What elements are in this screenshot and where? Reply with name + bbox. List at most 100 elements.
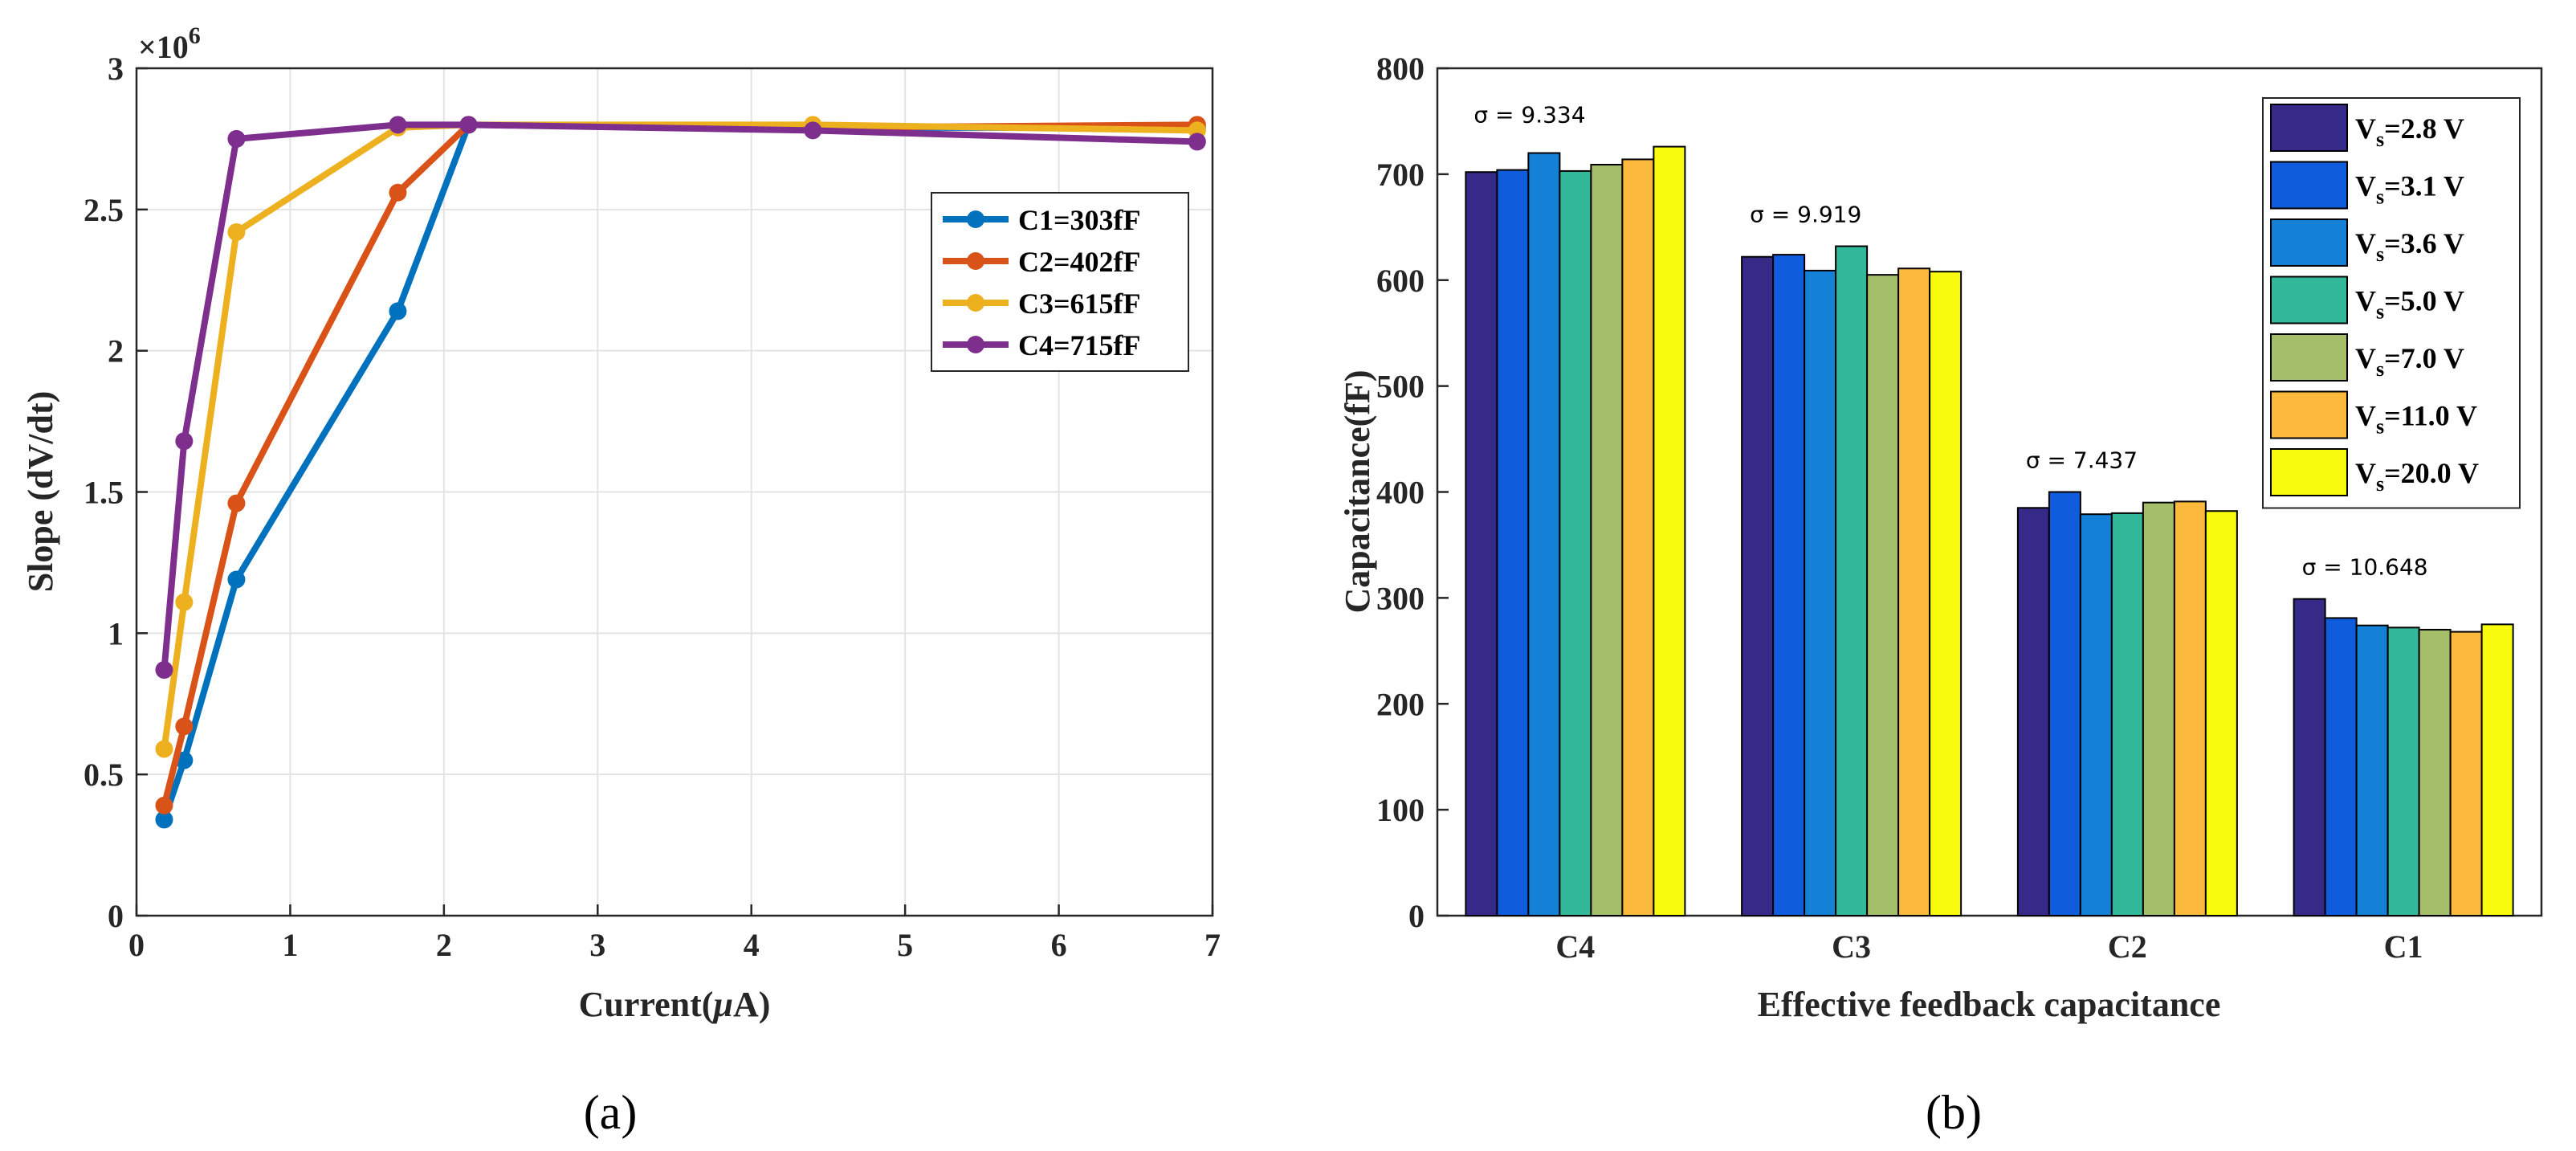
legend-label: Vs=2.8 V [2355, 112, 2464, 151]
data-point-C3=615fF [155, 740, 173, 758]
panel-a: 0 1 2 3 4 5 6 700.511.522.53 ×106 Current(μA) S… [21, 22, 1221, 1139]
legend-label: Vs=3.6 V [2355, 227, 2464, 266]
x-tick-label: 6 [1051, 927, 1067, 963]
sigma-annotation: σ = 10.648 [2302, 554, 2428, 581]
sigma-annotation: σ = 7.437 [2026, 447, 2138, 474]
bar-C2-series-5 [2142, 501, 2175, 916]
legend-label: Vs=3.1 V [2355, 170, 2464, 209]
data-point-C4=715fF [175, 432, 194, 451]
panel-a-series [155, 116, 1206, 829]
y-multiplier-base: ×10 [138, 29, 189, 65]
legend-label-sub: s [2376, 243, 2384, 266]
panel-a-caption: (a) [584, 1086, 638, 1139]
panel-a-legend: C1=303fF C2=402fF C3=615fF C4=715fF [931, 192, 1189, 372]
sigma-annotation: σ = 9.334 [1473, 102, 1585, 129]
y-multiplier-exponent: 6 [189, 22, 201, 49]
legend-label: C4=715fF [1018, 329, 1141, 361]
legend-marker [967, 252, 984, 270]
legend-label-value: =7.0 V [2384, 342, 2464, 374]
x-tick-label: 5 [897, 927, 913, 963]
x-tick-label: C4 [1555, 929, 1595, 965]
legend-label-value: =2.8 V [2384, 112, 2464, 145]
y-tick-label: 3 [108, 51, 124, 87]
y-tick-label: 800 [1376, 51, 1425, 87]
x-tick-label: C3 [1832, 929, 1871, 965]
panel-b-bars [1465, 145, 2514, 917]
data-point-C1=303fF [227, 570, 246, 589]
legend-marker [967, 210, 984, 228]
y-tick-label: 1 [108, 615, 124, 651]
x-tick-label: 3 [589, 927, 605, 963]
data-point-C4=715fF [804, 121, 822, 140]
legend-swatch [2270, 333, 2348, 382]
bar-C1-series-7 [2480, 623, 2514, 916]
legend-label-value: =20.0 V [2384, 457, 2479, 489]
panel-b-ylabel: Capacitance(fF) [1338, 369, 1377, 613]
bar-C4-series-3 [1527, 152, 1561, 916]
legend-label-v: V [2355, 400, 2376, 432]
bar-C4-series-1 [1465, 171, 1498, 917]
x-tick-label: C2 [2108, 929, 2147, 965]
xlabel-mu: μ [711, 985, 732, 1024]
bar-C4-series-5 [1590, 164, 1624, 917]
data-point-C2=402fF [175, 717, 194, 736]
bar-C3-series-4 [1835, 245, 1869, 916]
data-point-C3=615fF [175, 593, 194, 611]
legend-label-sub: s [2376, 357, 2384, 381]
data-point-C1=303fF [155, 810, 173, 829]
legend-swatch [2270, 161, 2348, 210]
x-tick-label: C1 [2384, 929, 2423, 965]
y-tick-label: 100 [1376, 792, 1425, 828]
legend-label: Vs=11.0 V [2355, 400, 2477, 439]
bar-C4-series-6 [1621, 158, 1655, 917]
panel-a-xlabel: Current(μA) [579, 985, 771, 1024]
legend-label-sub: s [2376, 128, 2384, 151]
data-point-C1=303fF [389, 302, 407, 320]
bar-C1-series-2 [2324, 617, 2358, 917]
bar-C3-series-1 [1741, 255, 1775, 916]
bar-C1-series-1 [2293, 598, 2326, 916]
legend-label-v: V [2355, 457, 2376, 489]
bar-C1-series-3 [2355, 624, 2389, 916]
bar-C3-series-7 [1929, 271, 1963, 916]
legend-swatch [2270, 448, 2348, 496]
bar-C3-series-6 [1897, 267, 1931, 916]
data-point-C2=402fF [389, 183, 407, 202]
legend-swatch [2270, 390, 2348, 439]
bar-C2-series-2 [2048, 491, 2081, 916]
legend-label-v: V [2355, 170, 2376, 202]
x-tick-label: 4 [744, 927, 760, 963]
y-tick-label: 0 [108, 898, 124, 934]
y-tick-label: 200 [1376, 686, 1425, 722]
legend-label-sub: s [2376, 186, 2384, 209]
legend-label-value: =3.6 V [2384, 227, 2464, 259]
panel-b-xlabel: Effective feedback capacitance [1758, 985, 2221, 1024]
legend-label-value: =11.0 V [2384, 400, 2477, 432]
bar-C4-series-7 [1653, 145, 1686, 916]
panel-a-y-multiplier: ×106 [138, 22, 201, 65]
legend-label-v: V [2355, 342, 2376, 374]
y-tick-label: 2 [108, 333, 124, 369]
bar-C2-series-3 [2079, 513, 2113, 916]
y-tick-label: 400 [1376, 475, 1425, 511]
panel-a-ylabel: Slope (dV/dt) [21, 391, 60, 593]
y-tick-label: 1.5 [84, 475, 124, 511]
xlabel-part-2: A) [733, 985, 770, 1024]
y-tick-label: 2.5 [84, 192, 124, 228]
bar-C1-series-6 [2449, 631, 2483, 916]
bar-C2-series-1 [2016, 507, 2050, 916]
legend-label: C2=402fF [1018, 246, 1141, 278]
legend-swatch [2270, 218, 2348, 267]
legend-label: Vs=7.0 V [2355, 342, 2464, 381]
panel-b: 0 100 200 300 400 500 600 700 800 C4 C3 C2 C1 σ = 9.… [1338, 51, 2543, 1139]
y-tick-label: 700 [1376, 157, 1425, 193]
y-tick-label: 600 [1376, 263, 1425, 299]
legend-label-v: V [2355, 285, 2376, 317]
legend-label-v: V [2355, 227, 2376, 259]
legend-label-value: =3.1 V [2384, 170, 2464, 202]
data-point-C4=715fF [389, 116, 407, 134]
panel-b-caption: (b) [1926, 1086, 1982, 1139]
y-tick-label: 0 [1408, 898, 1425, 934]
panel-b-legend: Vs=2.8 VVs=3.1 VVs=3.6 VVs=5.0 VVs=7.0 V… [2262, 97, 2521, 509]
